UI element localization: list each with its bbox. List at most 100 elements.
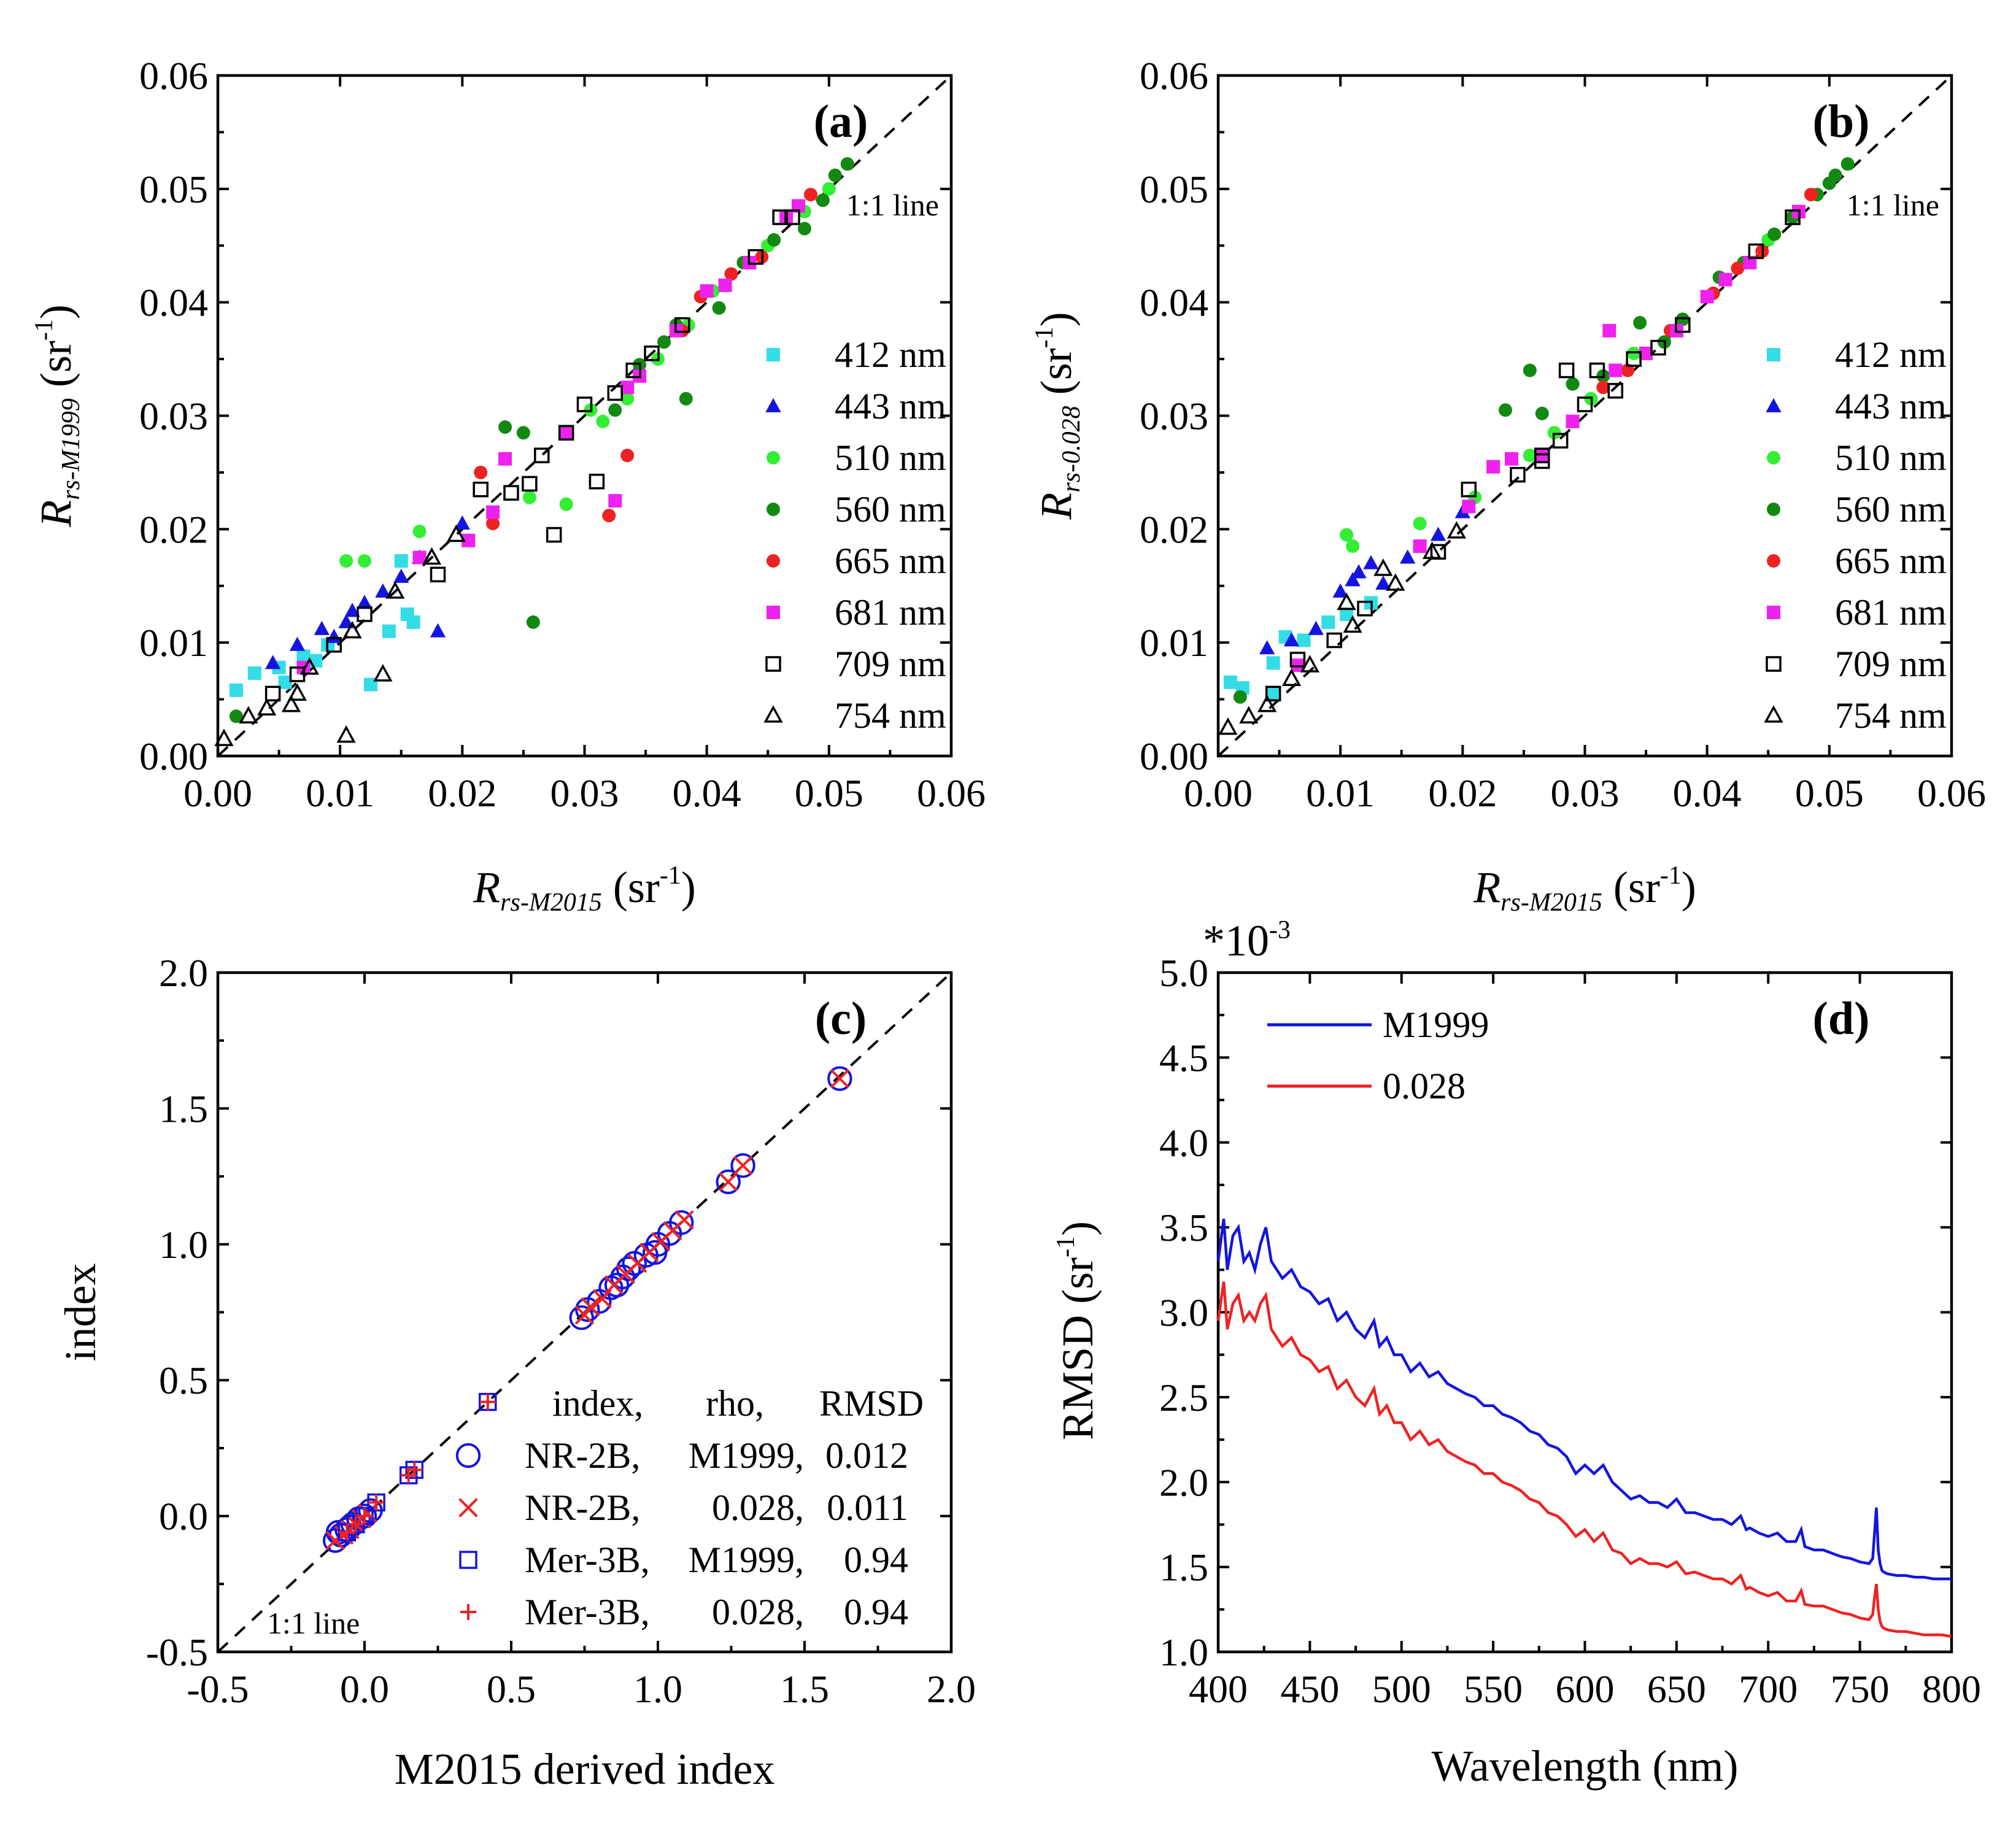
- y-tick-label: 0.05: [1140, 168, 1208, 211]
- data-point: [620, 392, 635, 406]
- x-title-unit: (sr: [602, 863, 660, 912]
- legend-marker: [1767, 503, 1780, 516]
- x-tick-label: 0.02: [428, 771, 496, 815]
- data-point: [526, 615, 540, 629]
- legend-label: 412 nm: [835, 334, 946, 375]
- y-tick-label: 2.5: [1159, 1376, 1208, 1419]
- data-point: [679, 392, 693, 406]
- data-point: [700, 284, 714, 298]
- x-axis-title: Rrs-M2015 (sr-1): [1473, 862, 1696, 917]
- legend-rmsd: 0.94: [844, 1540, 908, 1580]
- series-line-0.028: [1216, 1281, 1952, 1638]
- data-point: [1462, 500, 1476, 514]
- data-point: [338, 614, 354, 628]
- x-tick-label: 0.00: [183, 771, 252, 815]
- x-tick-label: 0.04: [1673, 771, 1742, 815]
- legend-marker: [767, 348, 780, 361]
- legend-marker: [458, 1498, 478, 1518]
- data-point: [718, 278, 732, 292]
- data-point: [747, 249, 764, 265]
- legend-label: 560 nm: [835, 489, 946, 530]
- data-point: [503, 485, 519, 501]
- data-point: [784, 209, 800, 225]
- data-point: [1602, 323, 1616, 338]
- data-point: [344, 603, 360, 617]
- x-title-exponent: -1: [1660, 862, 1682, 890]
- x-title-subscript: rs-M2015: [500, 889, 602, 917]
- legend-marker: [460, 1604, 476, 1620]
- data-point: [1627, 346, 1641, 360]
- x-tick-label: 2.0: [927, 1667, 976, 1711]
- data-point: [486, 517, 500, 531]
- data-point: [1566, 377, 1580, 391]
- multiplier-base: *10: [1203, 916, 1269, 965]
- x-title-unit: (sr: [1602, 863, 1660, 912]
- legend-label: 0.028: [1383, 1066, 1466, 1106]
- legend-rho: 0.028,: [712, 1487, 804, 1528]
- y-axis-title: index: [56, 1263, 105, 1362]
- x-tick-label: 1.5: [780, 1667, 829, 1711]
- y-tick-label: 0.06: [1140, 54, 1208, 98]
- x-tick-label: 0.03: [1551, 771, 1620, 815]
- data-point: [239, 706, 258, 723]
- data-point: [1289, 652, 1306, 668]
- data-point: [1639, 346, 1653, 360]
- y-axis-title: RMSD (sr-1): [1052, 1221, 1102, 1440]
- data-point: [347, 1516, 364, 1532]
- series-754-nm: [214, 524, 466, 746]
- y-tick-label: 0.06: [139, 54, 208, 98]
- legend-label: 560 nm: [1835, 489, 1947, 530]
- data-point: [1552, 433, 1569, 449]
- data-point: [375, 583, 391, 598]
- data-point: [1351, 564, 1367, 579]
- data-point: [1345, 572, 1361, 587]
- data-point: [608, 403, 622, 417]
- data-point: [724, 267, 738, 281]
- one-to-one-label: 1:1 line: [267, 1606, 360, 1640]
- x-tick-label: 0.03: [550, 771, 619, 815]
- plot-frame: [1216, 971, 1953, 1654]
- one-to-one-label: 1:1 line: [846, 188, 939, 222]
- data-point: [326, 637, 342, 653]
- legend-label: M1999: [1383, 1005, 1489, 1045]
- legend-label: 709 nm: [835, 644, 946, 684]
- data-point: [1767, 227, 1782, 241]
- x-tick-label: 0.06: [1917, 771, 1986, 815]
- data-point: [229, 709, 243, 723]
- x-title-subscript: rs-M2015: [1500, 889, 1602, 917]
- legend-marker: [1764, 705, 1783, 723]
- panel-label: (b): [1813, 96, 1870, 147]
- data-point: [382, 624, 396, 638]
- data-point: [247, 666, 261, 681]
- data-point: [462, 533, 476, 547]
- x-title-close: ): [1682, 863, 1696, 912]
- data-point: [1609, 363, 1623, 377]
- data-point: [412, 550, 427, 565]
- legend-marker: [767, 606, 780, 619]
- data-point: [574, 1305, 595, 1325]
- data-point: [1422, 541, 1442, 559]
- legend-marker: [1767, 606, 1780, 619]
- data-point: [1785, 209, 1801, 225]
- data-point: [669, 1210, 694, 1235]
- data-point: [569, 1305, 594, 1330]
- data-point: [1558, 362, 1575, 379]
- y-tick-label: 0.01: [139, 621, 208, 665]
- data-point: [522, 476, 538, 492]
- data-point: [1218, 717, 1238, 735]
- data-point: [393, 568, 409, 583]
- data-point: [644, 345, 660, 361]
- data-point: [643, 1240, 668, 1265]
- x-tick-label: 650: [1647, 1667, 1706, 1711]
- y-tick-label: 0.03: [139, 395, 208, 438]
- data-point: [498, 452, 512, 466]
- data-point: [473, 481, 489, 498]
- y-title-exponent: -1: [30, 319, 58, 341]
- data-point: [576, 396, 593, 412]
- data-point: [608, 494, 622, 508]
- data-point: [1589, 362, 1605, 379]
- data-point: [1510, 466, 1526, 483]
- data-point: [357, 606, 373, 622]
- data-point: [1386, 573, 1405, 591]
- legend-marker: [1767, 451, 1780, 465]
